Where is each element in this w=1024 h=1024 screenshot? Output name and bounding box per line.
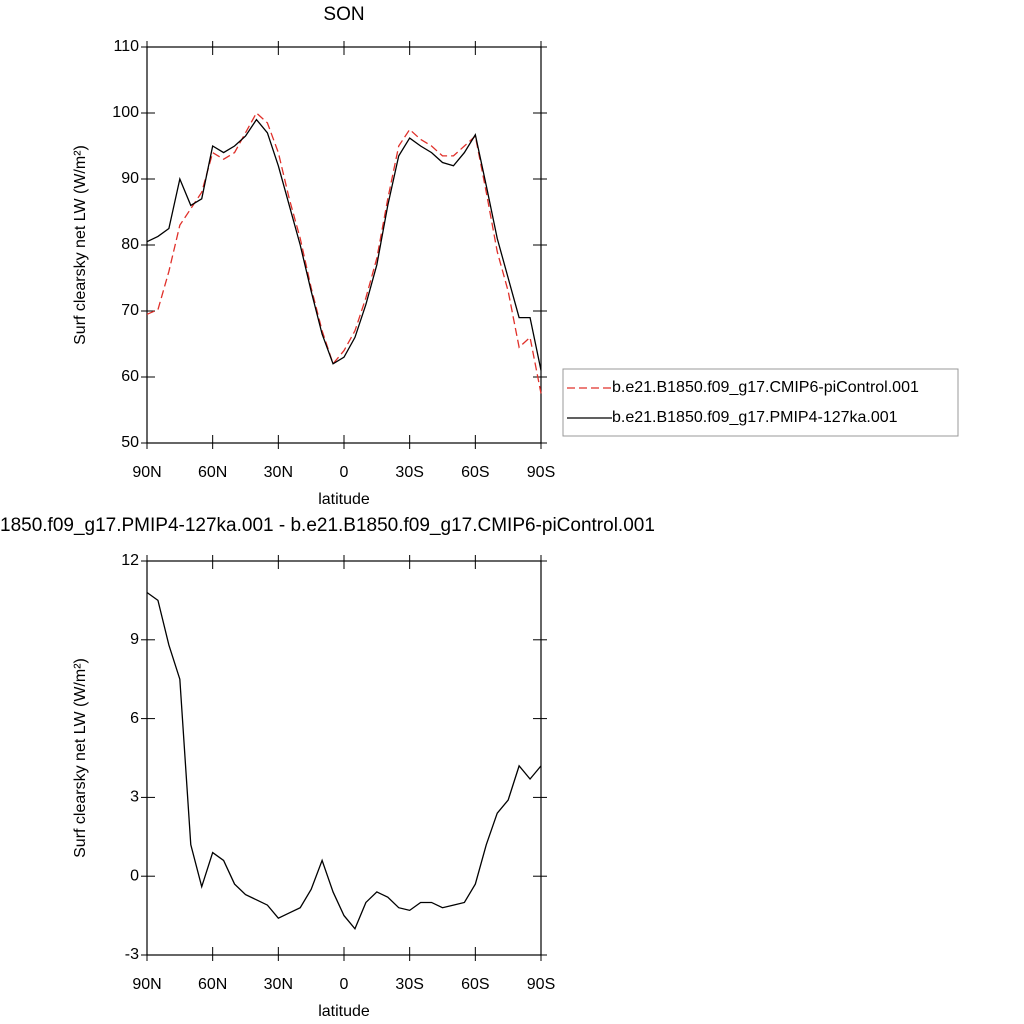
x-tick-label: 60N (198, 464, 227, 481)
data-line (146, 591, 542, 930)
chart-title: 1850.f09_g17.PMIP4-127ka.001 - b.e21.B18… (0, 515, 655, 536)
y-tick-label: 60 (121, 368, 139, 385)
y-tick-label: 110 (113, 38, 139, 55)
x-tick-label: 60N (198, 976, 227, 993)
y-tick-label: 12 (121, 552, 139, 569)
y-tick-label: 70 (121, 302, 139, 319)
legend-label: b.e21.B1850.f09_g17.PMIP4-127ka.001 (612, 409, 898, 426)
chart-title: SON (323, 4, 364, 25)
x-axis-label: latitude (318, 491, 370, 508)
y-tick-label: 6 (130, 710, 139, 727)
y-tick-label: 3 (130, 789, 139, 806)
x-tick-label: 0 (340, 976, 349, 993)
y-axis-label: Surf clearsky net LW (W/m²) (72, 658, 89, 858)
x-tick-label: 30S (395, 464, 423, 481)
x-tick-label: 90S (527, 464, 555, 481)
y-tick-label: 50 (121, 434, 139, 451)
x-tick-label: 90N (132, 976, 161, 993)
y-axis-label: Surf clearsky net LW (W/m²) (72, 145, 89, 345)
x-tick-label: 90S (527, 976, 555, 993)
x-tick-label: 60S (461, 464, 489, 481)
y-tick-label: 100 (112, 104, 139, 121)
x-tick-label: 60S (461, 976, 489, 993)
y-tick-label: 0 (130, 867, 139, 884)
x-tick-label: 30N (264, 976, 293, 993)
x-tick-label: 30S (395, 976, 423, 993)
y-tick-label: -3 (125, 946, 139, 963)
data-line (146, 118, 542, 371)
legend-box (562, 368, 959, 437)
data-line (146, 111, 542, 394)
x-tick-label: 90N (132, 464, 161, 481)
plot-frame (146, 46, 542, 444)
y-tick-label: 9 (130, 631, 139, 648)
y-tick-label: 90 (121, 170, 139, 187)
x-axis-label: latitude (318, 1003, 370, 1020)
plot-frame (146, 560, 542, 956)
y-tick-label: 80 (121, 236, 139, 253)
x-tick-label: 0 (340, 464, 349, 481)
x-tick-label: 30N (264, 464, 293, 481)
legend-label: b.e21.B1850.f09_g17.CMIP6-piControl.001 (612, 379, 919, 396)
